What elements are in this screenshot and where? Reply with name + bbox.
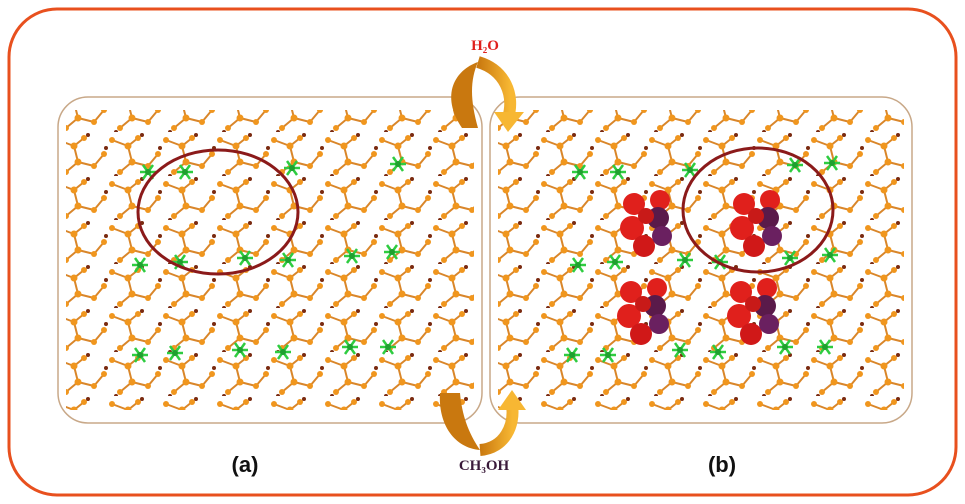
panel-b-label: (b) <box>708 452 736 477</box>
page: H₂O CH₃OH (a) (b) (() => { const data = … <box>0 0 965 504</box>
figure: H₂O CH₃OH (a) (b) <box>0 0 965 504</box>
panel-b <box>490 97 912 423</box>
water-label: H₂O <box>471 38 499 54</box>
panel-a-label: (a) <box>232 452 259 477</box>
panel-a <box>58 97 482 423</box>
methanol-label: CH₃OH <box>459 458 510 474</box>
crystal-lattice <box>498 110 904 410</box>
